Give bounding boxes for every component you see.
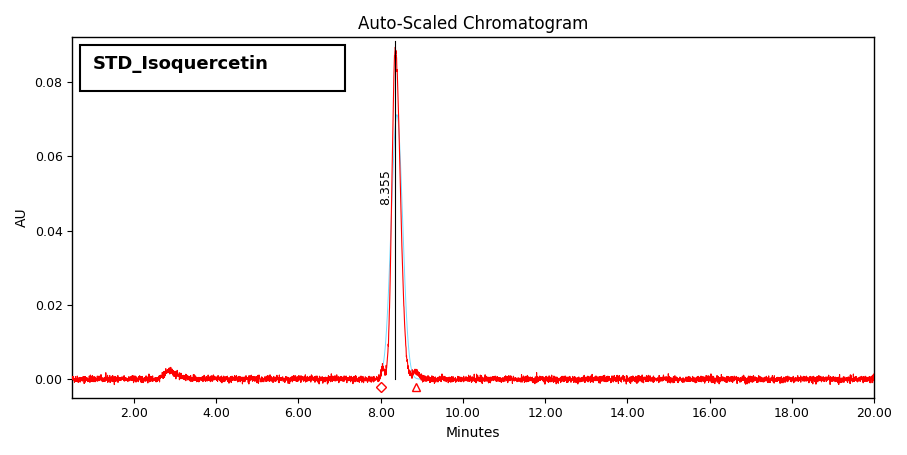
X-axis label: Minutes: Minutes — [446, 426, 501, 440]
Text: STD_Isoquercetin: STD_Isoquercetin — [93, 56, 268, 73]
Title: Auto-Scaled Chromatogram: Auto-Scaled Chromatogram — [358, 15, 589, 33]
Text: 8.355: 8.355 — [379, 169, 393, 205]
Y-axis label: AU: AU — [15, 208, 29, 228]
Bar — [81, 45, 345, 91]
